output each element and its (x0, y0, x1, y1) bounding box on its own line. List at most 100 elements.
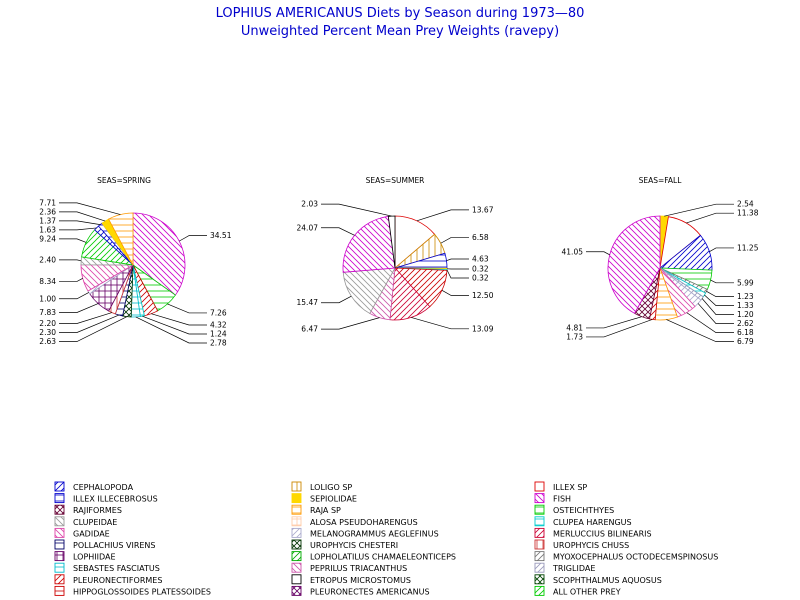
legend-swatch (291, 481, 302, 492)
pie-slice-fish (607, 215, 661, 314)
slice-label-osteichthyes: 5.99 (737, 278, 754, 287)
leader-line (697, 303, 734, 325)
leader-line (151, 313, 207, 326)
slice-label-all-other-prey: 9.24 (39, 234, 56, 243)
leader-line (59, 312, 113, 324)
leader-line (59, 227, 97, 231)
slice-label-peprilus-triacanthus: 6.47 (301, 325, 318, 334)
legend-swatch (534, 493, 545, 504)
legend-swatch (291, 562, 302, 573)
pie-seas-spring: SEAS=SPRING 34.51 7.26 4.321.242.78 7.712.36… (39, 176, 231, 347)
leader-line (586, 251, 610, 256)
leader-line (446, 269, 469, 279)
legend-swatch (54, 539, 65, 550)
legend-label: MELANOGRAMMUS AEGLEFINUS (310, 529, 439, 538)
legend-label: CLUPEA HARENGUS (553, 518, 632, 527)
legend-swatch (54, 551, 65, 562)
leader-line (142, 315, 207, 335)
legend-swatch (291, 527, 302, 538)
legend-swatch (534, 539, 545, 550)
legend-swatch (54, 504, 65, 515)
slice-label-rajiformes: 4.81 (566, 323, 583, 332)
slice-label-sepiolidae: 2.36 (39, 207, 56, 216)
legend-label: PEPRILUS TRIACANTHUS (310, 564, 407, 573)
legend-swatch (291, 504, 302, 515)
leader-line (59, 211, 106, 222)
leader-line (59, 202, 121, 215)
slice-label-melanogrammus-aeglefinus: 1.00 (39, 294, 56, 303)
legend-swatch (534, 504, 545, 515)
pies-group: SEAS=SPRING 34.51 7.26 4.321.242.78 7.712.36… (39, 176, 758, 347)
legend-swatch (534, 516, 545, 527)
legend-label: CEPHALOPODA (73, 483, 134, 492)
slice-label-urophycis-chesteri: 2.63 (39, 337, 56, 346)
legend-label: POLLACHIUS VIRENS (73, 541, 156, 550)
slice-label-loligo-sp: 6.58 (472, 233, 489, 242)
legend-item-pollachius-virens: POLLACHIUS VIRENS (54, 539, 156, 550)
legend-label: FISH (553, 495, 571, 504)
leader-line (59, 314, 120, 333)
legend-swatch (534, 481, 545, 492)
leader-line (179, 235, 207, 242)
leader-line (59, 292, 89, 300)
leader-line (586, 319, 653, 338)
leader-line (321, 295, 352, 304)
pie-title: SEAS=SPRING (97, 176, 151, 185)
slice-label-cephalopoda: 11.25 (737, 243, 759, 252)
legend-item-cephalopoda: CEPHALOPODA (54, 481, 134, 492)
slice-label-gadidae: 8.34 (39, 277, 56, 286)
slice-label-fish: 34.51 (210, 231, 232, 240)
legend-swatch (291, 493, 302, 504)
leader-line (664, 203, 734, 217)
legend: CEPHALOPODA LOLIGO SP ILLEX SP ILLEX ILLECE… (54, 481, 718, 596)
legend-item-alosa-pseudoharengus: ALOSA PSEUDOHARENGUS (291, 516, 418, 527)
slice-label-illex-illecebrosus: 1.37 (39, 216, 56, 225)
legend-label: TRIGLIDAE (552, 564, 595, 573)
legend-item-clupea-harengus: CLUPEA HARENGUS (534, 516, 632, 527)
leader-line (411, 317, 469, 330)
leader-line (59, 259, 82, 262)
legend-item-lophiidae: LOPHIIDAE (54, 551, 116, 562)
legend-swatch (534, 574, 545, 585)
legend-item-myoxocephalus-octodecemspinosus: MYOXOCEPHALUS OCTODECEMSPINOSUS (534, 551, 718, 562)
slice-label-raja-sp: 6.79 (737, 337, 754, 346)
legend-item-fish: FISH (534, 493, 571, 504)
leader-line (135, 316, 207, 344)
pie-title: SEAS=SUMMER (366, 176, 425, 185)
chart-title: LOPHIUS AMERICANUS Diets by Season durin… (215, 6, 585, 21)
leader-line (446, 258, 469, 262)
slice-label-osteichthyes: 7.26 (210, 308, 227, 317)
slice-label-merluccius-bilinearis: 13.09 (472, 324, 494, 333)
slice-label-myoxocephalus-octodecemspinosus: 1.23 (737, 292, 754, 301)
slice-label-sepiolidae: 2.54 (737, 200, 754, 209)
legend-item-illex-sp: ILLEX SP (534, 481, 587, 492)
slice-label-raja-sp: 7.71 (39, 198, 56, 207)
slice-label-pleuronectiformes: 4.32 (210, 320, 227, 329)
legend-swatch (54, 562, 65, 573)
slice-label-urophycis-chuss: 2.20 (39, 319, 56, 328)
legend-label: LOLIGO SP (310, 483, 352, 492)
leader-line (686, 212, 734, 224)
leader-line (167, 303, 207, 314)
pie-title: SEAS=FALL (639, 176, 683, 185)
leader-line (586, 316, 642, 329)
leader-line (441, 289, 469, 296)
slice-label-clupea-harengus: 1.24 (210, 329, 227, 338)
leader-line (321, 227, 355, 236)
legend-label: RAJA SP (310, 506, 341, 515)
legend-label: OSTEICHTHYES (553, 506, 614, 515)
legend-label: ETROPUS MICROSTOMUS (310, 576, 411, 585)
legend-label: ALOSA PSEUDOHARENGUS (310, 518, 418, 527)
legend-swatch (54, 527, 65, 538)
slice-label-clupeidae: 2.40 (39, 255, 56, 264)
slice-label-pleuronectiformes: 1.73 (566, 332, 583, 341)
leader-line (416, 209, 469, 222)
legend-item-pleuronectiformes: PLEURONECTIFORMES (54, 574, 162, 585)
slice-label-fish: 41.05 (562, 247, 584, 256)
slice-label-clupeidae: 15.47 (297, 298, 319, 307)
slice-label-clupea-harengus: 1.33 (737, 301, 754, 310)
slice-label-cephalopoda: 1.63 (39, 225, 56, 234)
legend-item-osteichthyes: OSTEICHTHYES (534, 504, 614, 515)
